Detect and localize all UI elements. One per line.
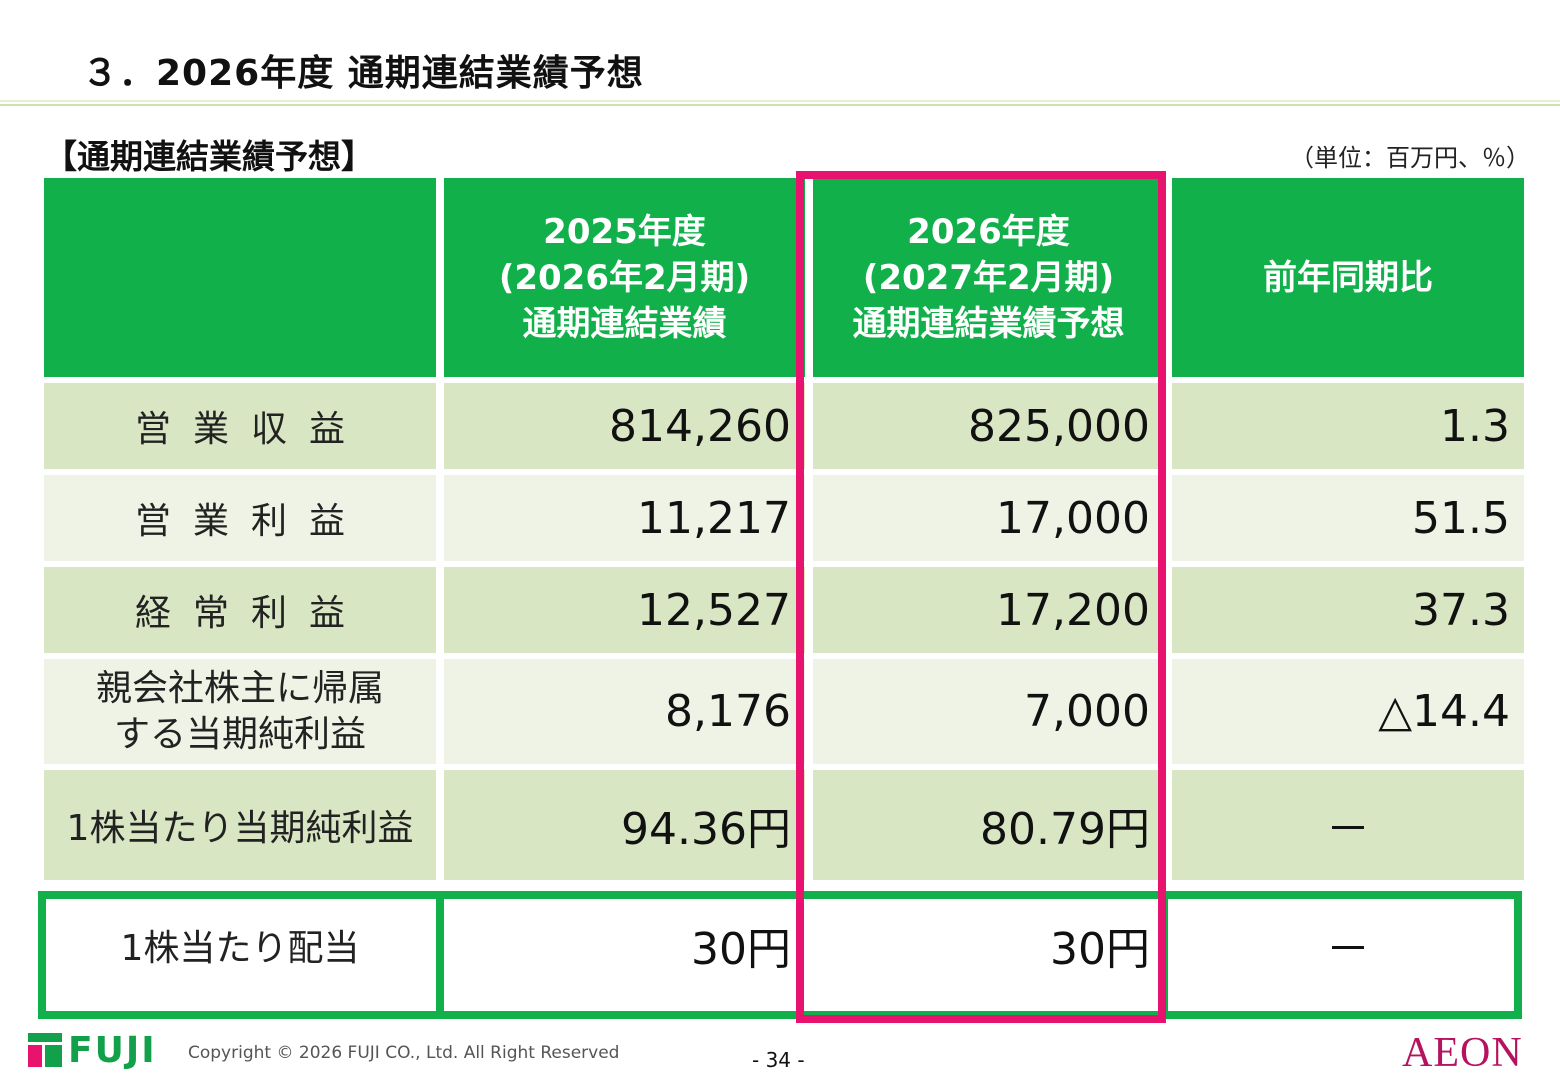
row-label-line: する当期純利益	[113, 713, 366, 755]
header-cell-yoy: 前年同期比	[1172, 178, 1524, 377]
header-cell-fy2026: 2026年度 (2027年2月期) 通期連結業績予想	[813, 178, 1164, 377]
cell-fy2025-net-income: 8,176	[444, 659, 805, 764]
fuji-logo: FUJI	[28, 1029, 157, 1071]
cell-fy2026-operating-revenue: 825,000	[813, 383, 1164, 469]
cell-yoy-operating-revenue: 1.3	[1172, 383, 1524, 469]
header-line: 通期連結業績	[522, 303, 727, 344]
forecast-table: 2025年度 (2026年2月期) 通期連結業績 2026年度 (2027年2月…	[44, 178, 1524, 1016]
section-title: 【通期連結業績予想】	[44, 137, 374, 176]
aeon-logo: AEON	[1402, 1030, 1523, 1074]
fuji-logo-mark-icon	[28, 1033, 62, 1067]
row-label-ordinary-profit: 経常利益	[44, 567, 436, 653]
unit-label: （単位：百万円、％）	[1290, 144, 1530, 172]
page-title: ３．2026年度 通期連結業績予想	[82, 53, 644, 94]
cell-yoy-ordinary-profit: 37.3	[1172, 567, 1524, 653]
cell-yoy-eps: －	[1172, 770, 1524, 880]
copyright-text: Copyright © 2026 FUJI CO., Ltd. All Righ…	[188, 1043, 620, 1063]
dividend-row-divider	[436, 891, 444, 1019]
row-label-operating-profit: 営業利益	[44, 475, 436, 561]
row-label-line: 親会社株主に帰属	[95, 667, 384, 709]
cell-fy2026-eps: 80.79円	[813, 770, 1164, 880]
header-line: 通期連結業績予想	[852, 303, 1125, 344]
header-line: 前年同期比	[1263, 257, 1433, 298]
header-line: 2026年度	[907, 211, 1070, 252]
header-cell-fy2025: 2025年度 (2026年2月期) 通期連結業績	[444, 178, 805, 377]
row-label-dividend: 1株当たり配当	[44, 886, 436, 1004]
cell-fy2025-dividend: 30円	[444, 886, 805, 1004]
cell-fy2026-operating-profit: 17,000	[813, 475, 1164, 561]
aeon-logo-text: AEON	[1402, 1030, 1523, 1074]
cell-yoy-net-income: △14.4	[1172, 659, 1524, 764]
cell-fy2026-net-income: 7,000	[813, 659, 1164, 764]
row-label-eps: 1株当たり当期純利益	[44, 770, 436, 880]
header-line: 2025年度	[543, 211, 706, 252]
row-label-operating-revenue: 営業収益	[44, 383, 436, 469]
cell-fy2026-dividend: 30円	[813, 886, 1164, 1004]
cell-yoy-dividend: －	[1172, 886, 1524, 1004]
fuji-logo-text: FUJI	[68, 1029, 157, 1071]
header-line: (2026年2月期)	[498, 257, 751, 298]
row-label-net-income: 親会社株主に帰属 する当期純利益	[44, 659, 436, 764]
cell-fy2025-eps: 94.36円	[444, 770, 805, 880]
cell-fy2025-ordinary-profit: 12,527	[444, 567, 805, 653]
cell-yoy-operating-profit: 51.5	[1172, 475, 1524, 561]
dividend-row-divider	[1160, 891, 1168, 1019]
cell-fy2026-ordinary-profit: 17,200	[813, 567, 1164, 653]
header-line: (2027年2月期)	[862, 257, 1115, 298]
cell-fy2025-operating-revenue: 814,260	[444, 383, 805, 469]
cell-fy2025-operating-profit: 11,217	[444, 475, 805, 561]
header-cell-blank	[44, 178, 436, 377]
page-number: - 34 -	[752, 1048, 805, 1072]
title-divider	[0, 100, 1560, 108]
